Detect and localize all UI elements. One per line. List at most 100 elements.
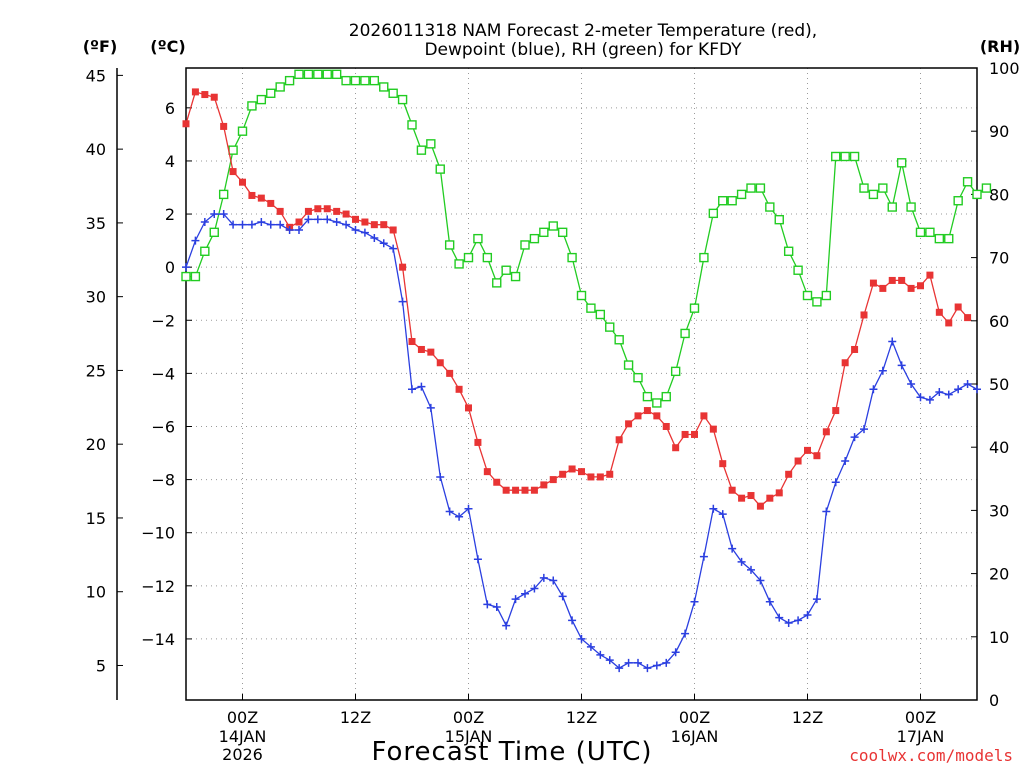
temperature-data-point bbox=[794, 457, 802, 465]
rh-tick-label: 30 bbox=[989, 501, 1009, 520]
dewpoint-data-point bbox=[502, 621, 511, 630]
rh-data-point bbox=[388, 88, 398, 98]
temperature-data-point bbox=[465, 404, 472, 412]
rh-data-point bbox=[670, 366, 681, 377]
fahrenheit-tick-label: 40 bbox=[86, 140, 106, 159]
temperature-data-point bbox=[502, 486, 510, 494]
rh-data-point bbox=[435, 164, 445, 174]
dewpoint-data-point bbox=[963, 380, 972, 388]
x-tick-label-time: 00Z bbox=[679, 708, 710, 727]
rh-data-point bbox=[755, 183, 766, 193]
dewpoint-data-point bbox=[652, 661, 661, 670]
temperature-data-point bbox=[578, 468, 585, 476]
rh-data-point bbox=[275, 82, 285, 92]
axes bbox=[116, 67, 978, 701]
dewpoint-data-point bbox=[238, 220, 247, 229]
dewpoint-data-point bbox=[784, 618, 793, 627]
temperature-data-point bbox=[822, 428, 830, 436]
dewpoint-data-point bbox=[671, 648, 680, 657]
celsius-tick-label: 4 bbox=[165, 152, 175, 171]
rh-data-point bbox=[454, 259, 464, 269]
dewpoint-data-point bbox=[210, 210, 219, 219]
temperature-data-point bbox=[427, 348, 435, 356]
fahrenheit-tick-label: 15 bbox=[86, 509, 106, 528]
temperature-data-point bbox=[681, 430, 689, 438]
temperature-data-point bbox=[210, 93, 218, 101]
dewpoint-data-point bbox=[436, 472, 445, 481]
temperature-data-point bbox=[389, 226, 397, 234]
dewpoint-data-point bbox=[182, 263, 190, 272]
temperature-data-point bbox=[964, 314, 972, 322]
dewpoint-data-point bbox=[370, 233, 379, 242]
temperature-data-point bbox=[455, 385, 463, 393]
temperature-data-point bbox=[201, 91, 209, 99]
x-tick-label-date: 17JAN bbox=[897, 727, 945, 746]
celsius-tick-label: −4 bbox=[151, 364, 175, 383]
rh-tick-label: 80 bbox=[989, 185, 1009, 204]
dewpoint-data-point bbox=[888, 337, 897, 346]
temperature-data-point bbox=[361, 218, 369, 226]
rh-tick-label: 40 bbox=[989, 438, 1009, 457]
dewpoint-data-point bbox=[907, 380, 916, 388]
dewpoint-data-point bbox=[332, 218, 341, 227]
rh-data-point bbox=[416, 145, 427, 155]
dewpoint-data-point bbox=[483, 600, 492, 609]
celsius-tick-label: −6 bbox=[151, 417, 175, 436]
dewpoint-data-point bbox=[794, 616, 803, 625]
rh-data-point bbox=[473, 233, 483, 244]
temperature-data-point bbox=[239, 178, 246, 186]
fahrenheit-tick-label: 5 bbox=[96, 656, 106, 675]
dewpoint-data-point bbox=[304, 215, 313, 224]
watermark: coolwx.com/models bbox=[849, 746, 1013, 765]
temperature-data-point bbox=[851, 345, 859, 353]
rh-data-point bbox=[181, 271, 191, 282]
celsius-tick-label: −14 bbox=[141, 630, 175, 649]
temperature-data-point bbox=[907, 284, 915, 292]
rh-data-point bbox=[962, 177, 973, 187]
rh-data-point bbox=[812, 297, 822, 307]
dewpoint-data-point bbox=[473, 555, 482, 564]
rh-data-point bbox=[313, 69, 323, 80]
x-tick-label-time: 00Z bbox=[905, 708, 936, 727]
temperature-data-point bbox=[747, 492, 755, 500]
rh-data-point bbox=[360, 75, 370, 86]
dewpoint-data-point bbox=[841, 457, 850, 466]
rh-data-point bbox=[529, 233, 540, 244]
rh-data-point bbox=[369, 75, 380, 86]
x-tick-label-time: 12Z bbox=[340, 708, 371, 727]
fahrenheit-tick-label: 30 bbox=[86, 288, 106, 307]
temperature-data-point bbox=[568, 465, 576, 473]
dewpoint-data-point bbox=[812, 595, 821, 604]
temperature-data-point bbox=[182, 120, 190, 128]
rh-data-point bbox=[887, 202, 897, 212]
rh-tick-label: 90 bbox=[989, 122, 1009, 141]
fahrenheit-tick-label: 35 bbox=[86, 214, 106, 233]
rh-data-point bbox=[633, 372, 643, 383]
rh-data-point bbox=[444, 240, 455, 250]
rh-tick-label: 20 bbox=[989, 565, 1009, 584]
rh-data-point bbox=[256, 94, 267, 105]
temperature-data-point bbox=[719, 460, 727, 468]
temperature-data-point bbox=[370, 221, 378, 229]
x-tick-label-date: 14JAN bbox=[219, 727, 267, 746]
rh-data-point bbox=[567, 252, 577, 263]
rh-data-point bbox=[680, 328, 690, 339]
temperature-data-point bbox=[700, 412, 708, 420]
dewpoint-data-point bbox=[247, 220, 256, 229]
temperature-data-point bbox=[643, 407, 651, 415]
rh-data-point bbox=[247, 101, 257, 111]
dewpoint-data-point bbox=[426, 403, 435, 412]
temperature-data-point bbox=[935, 308, 943, 316]
rh-data-point bbox=[605, 322, 615, 332]
temperature-data-point bbox=[766, 494, 774, 502]
dewpoint-data-point bbox=[568, 616, 577, 625]
rh-data-point bbox=[218, 189, 229, 200]
rh-data-point bbox=[906, 202, 916, 212]
temperature-data-point bbox=[691, 430, 698, 438]
dewpoint-data-point bbox=[775, 613, 784, 622]
temperature-data-point bbox=[832, 407, 840, 415]
rh-data-point bbox=[350, 75, 361, 86]
temperature-data-point bbox=[738, 494, 746, 502]
rh-data-point bbox=[331, 69, 342, 80]
rh-data-point bbox=[661, 391, 671, 402]
